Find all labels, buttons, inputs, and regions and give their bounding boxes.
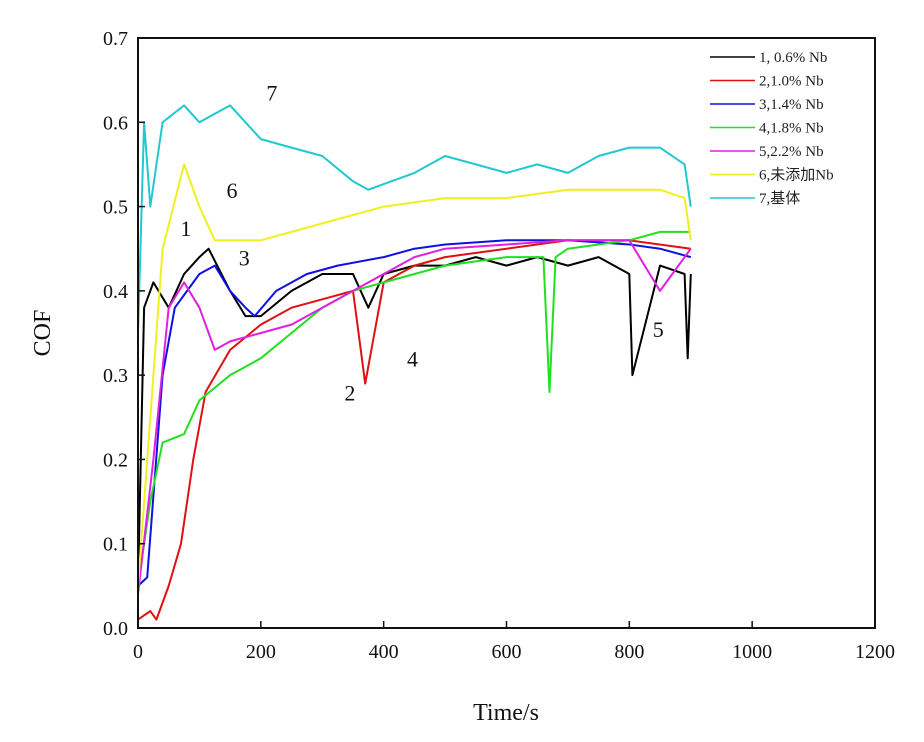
curve-label-1: 1 [180,216,191,241]
curve-label-2: 2 [344,380,355,405]
series-layer [137,104,692,621]
curve-label-5: 5 [653,317,664,342]
series-line-1 [137,247,692,586]
annotation-layer: 7 6 1 3 2 4 5 [180,80,663,405]
legend-label-3: 3,1.4% Nb [759,97,824,113]
x-tick-label: 800 [614,641,644,663]
y-tick-label: 0.3 [103,365,128,387]
x-axis-label: Time/s [473,700,539,726]
series-line-4 [137,230,691,587]
y-tick-label: 0.5 [103,197,128,219]
x-tick-label: 0 [133,641,143,663]
x-tick-label: 600 [492,641,522,663]
y-tick-label: 0.0 [103,618,128,640]
curve-label-7: 7 [266,80,277,105]
series-line-2 [137,239,691,621]
series-line-7 [137,104,692,334]
x-tick-label: 400 [369,641,399,663]
y-axis-label: COF [30,310,56,357]
legend-label-6: 6,未添加Nb [759,167,834,184]
legend: 1, 0.6% Nb 2,1.0% Nb 3,1.4% Nb 4,1.8% Nb 5,2… [710,50,834,207]
y-tick-label: 0.1 [103,534,128,556]
curve-label-3: 3 [239,246,250,271]
curve-label-6: 6 [226,178,237,203]
curve-label-4: 4 [407,347,418,372]
legend-label-1: 1, 0.6% Nb [759,50,827,66]
y-tick-label: 0.6 [103,112,128,134]
series-line-3 [137,239,692,587]
legend-label-7: 7,基体 [759,190,800,207]
y-tick-label: 0.4 [103,281,128,303]
y-tick-label: 0.7 [103,28,128,50]
ticks-layer: 0 200 400 600 800 1000 1200 0.0 0.1 0.2 0.3 0.4 0.5 0… [103,28,895,663]
x-tick-label: 1200 [855,641,895,663]
series-line-6 [137,163,692,586]
y-tick-label: 0.2 [103,449,128,471]
legend-label-4: 4,1.8% Nb [759,121,824,137]
legend-label-2: 2,1.0% Nb [759,74,824,90]
x-tick-label: 200 [246,641,276,663]
x-tick-label: 1000 [732,641,772,663]
legend-label-5: 5,2.2% Nb [759,144,824,160]
series-line-5 [137,239,692,595]
